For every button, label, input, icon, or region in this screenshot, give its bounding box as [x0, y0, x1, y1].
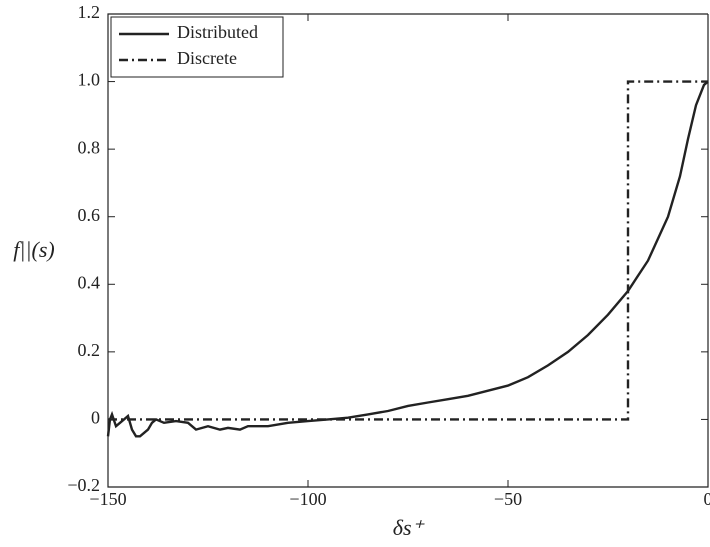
legend-label: Discrete: [177, 48, 237, 68]
y-tick-label: 0.4: [78, 272, 101, 292]
axes-frame: [107, 13, 709, 488]
y-tick-label: 0.2: [78, 340, 101, 360]
x-tick-label: −100: [289, 489, 326, 509]
legend-label: Distributed: [177, 22, 258, 42]
line: [106, 80, 709, 438]
y-tick-label: 1.0: [78, 70, 101, 90]
y-axis-label: f||(s): [13, 237, 54, 262]
y-tick-label: −0.2: [67, 475, 100, 495]
x-tick-label: −150: [89, 489, 126, 509]
y-tick-label: 0.8: [78, 137, 101, 157]
x-tick-label: 0: [704, 489, 710, 509]
legend-box: [110, 16, 284, 78]
y-tick-label: 0: [91, 408, 100, 428]
y-tick-label: 0.6: [78, 205, 101, 225]
y-tick-label: 1.2: [78, 2, 101, 22]
line: [108, 80, 708, 421]
x-axis-label: δs⁺: [393, 515, 426, 540]
x-tick-label: −50: [494, 489, 522, 509]
